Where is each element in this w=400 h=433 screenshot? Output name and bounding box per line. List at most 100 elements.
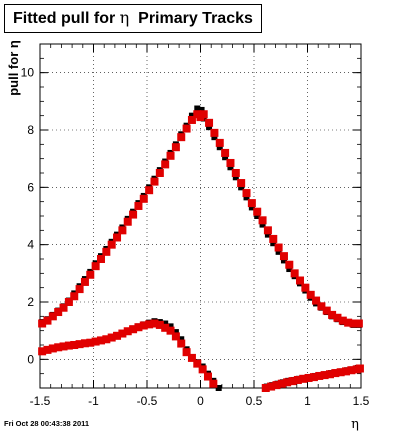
data-point [288, 377, 297, 386]
data-point [269, 234, 278, 243]
data-point [247, 199, 256, 208]
data-point [331, 369, 340, 378]
data-point [91, 337, 100, 346]
data-point [285, 260, 294, 269]
data-point [216, 144, 223, 151]
data-point [70, 292, 79, 301]
grid-layer [39, 44, 362, 388]
data-point [206, 124, 213, 131]
data-point [283, 378, 292, 387]
data-point [237, 179, 246, 188]
data-point [264, 231, 271, 238]
data-point [134, 201, 143, 210]
data-point [139, 194, 148, 203]
data-point [177, 133, 186, 142]
data-point [139, 321, 148, 330]
data-point [336, 368, 345, 377]
chart-title: Fitted pull for η Primary Tracks [4, 4, 262, 33]
data-point [182, 348, 191, 357]
data-point [102, 335, 111, 344]
data-point [304, 373, 313, 382]
data-point [48, 344, 57, 353]
y-tick-label: 6 [27, 180, 34, 194]
data-point [129, 325, 138, 334]
data-point [161, 160, 170, 169]
data-point [325, 370, 334, 379]
series-1 [38, 110, 363, 328]
data-point [96, 336, 105, 345]
data-point [317, 302, 326, 311]
x-tick-label: 1.5 [353, 394, 370, 408]
data-point [199, 110, 208, 119]
data-point [299, 374, 308, 383]
data-point [290, 269, 299, 278]
data-point [205, 118, 214, 127]
data-point [309, 373, 318, 382]
data-point [312, 296, 321, 305]
data-point [43, 345, 52, 354]
data-point [75, 340, 84, 349]
data-point [211, 134, 218, 141]
x-tick-label: -1.5 [30, 394, 51, 408]
data-point [215, 138, 224, 147]
data-point [293, 375, 302, 384]
data-point [178, 336, 185, 343]
data-point [171, 332, 180, 341]
data-point [347, 366, 356, 375]
data-point [355, 364, 364, 373]
data-point [248, 204, 255, 211]
data-point [107, 333, 116, 342]
data-point [162, 320, 169, 327]
y-tick-label: 10 [21, 66, 35, 80]
data-point [263, 226, 272, 235]
data-point [118, 329, 127, 338]
data-point [253, 207, 262, 216]
chart-title-suffix: Primary Tracks [138, 10, 253, 27]
data-point [129, 210, 138, 219]
data-point [222, 154, 229, 161]
data-point [215, 385, 222, 391]
data-point [259, 221, 266, 228]
data-point [342, 367, 351, 376]
chart-title-text: Fitted pull for [13, 10, 116, 27]
data-point [123, 327, 132, 336]
data-point [267, 382, 276, 391]
data-point [258, 216, 267, 225]
data-point [167, 323, 174, 330]
data-point [102, 247, 111, 256]
data-point [277, 379, 286, 388]
data-point [227, 164, 234, 171]
data-point [48, 312, 57, 321]
data-point [231, 169, 240, 177]
data-point [193, 359, 202, 368]
data-point [80, 339, 89, 348]
y-tick-label: 8 [27, 123, 34, 137]
data-point [198, 365, 207, 374]
data-point [96, 255, 105, 263]
data-point [150, 319, 159, 328]
x-tick-label: 0.5 [246, 394, 263, 408]
data-point [280, 257, 287, 264]
data-point [177, 339, 186, 348]
data-point [232, 174, 239, 181]
data-point [123, 217, 132, 226]
data-point [198, 106, 205, 113]
data-point [221, 148, 230, 157]
data-point [187, 115, 196, 124]
data-point [118, 226, 127, 235]
data-point [86, 338, 95, 347]
data-point [209, 379, 218, 388]
data-point [161, 323, 170, 332]
data-point [243, 194, 250, 201]
data-point [354, 319, 363, 328]
series-5 [261, 364, 364, 392]
x-tick-label: 0 [197, 394, 204, 408]
data-point [203, 372, 212, 381]
data-point [254, 213, 261, 219]
data-point [242, 189, 251, 198]
data-point [43, 316, 52, 325]
data-point [188, 112, 195, 119]
data-point [155, 169, 164, 177]
data-point [38, 319, 47, 328]
data-point [145, 186, 154, 195]
